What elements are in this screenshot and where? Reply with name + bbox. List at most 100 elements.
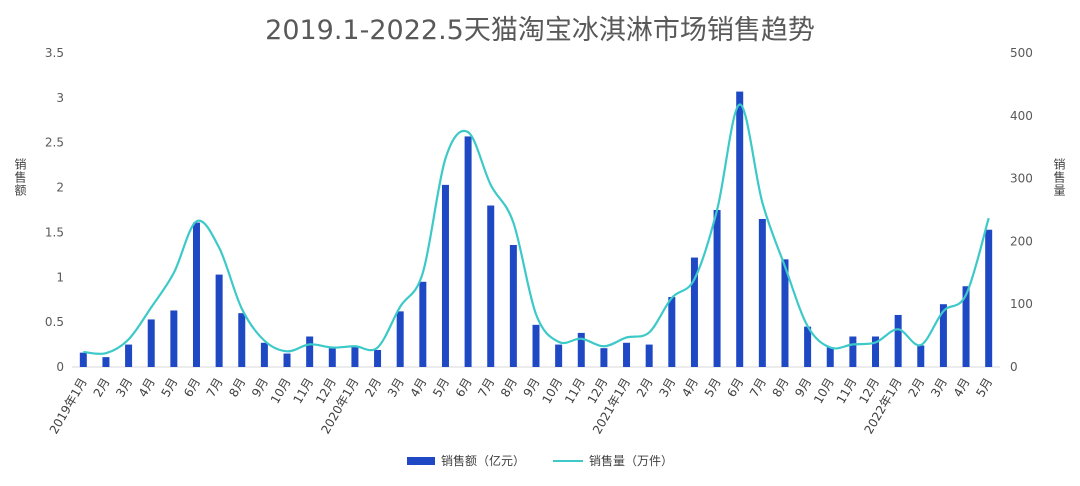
legend-label-sales-volume: 销售量（万件） [589,454,674,468]
x-tick-label: 2月 [91,376,113,400]
x-tick-label: 9月 [792,376,814,400]
bar [736,91,744,367]
x-tick-label: 6月 [181,376,203,400]
x-tick-label: 7月 [204,376,226,400]
bar [985,229,993,367]
bar [441,184,449,367]
right-tick-label: 400 [1010,109,1033,123]
x-tick-label: 11月 [834,376,860,407]
x-tick-label: 3月 [113,376,135,400]
left-tick-label: 1 [56,270,64,284]
bar [396,311,404,367]
series-line-sales-volume [83,103,990,355]
bar [713,210,721,367]
x-tick-label: 2019年1月 [47,376,90,437]
right-tick-label: 0 [1010,360,1018,374]
chart-title: 2019.1-2022.5天猫淘宝冰淇淋市场销售趋势 [265,15,815,46]
bar [623,342,631,367]
x-tick-label: 4月 [679,376,701,400]
x-tick-label: 5月 [159,376,181,400]
bar [804,326,812,367]
x-tick-label: 8月 [770,376,792,400]
bar [826,347,834,367]
x-tick-label: 4月 [951,376,973,400]
bar [872,336,880,367]
left-tick-label: 3.5 [45,46,64,60]
x-tick-label: 5月 [702,376,724,400]
x-tick-label: 3月 [385,376,407,400]
bar [939,304,947,367]
bar [328,348,336,367]
x-tick-label: 10月 [539,376,565,407]
legend-item-sales-volume: 销售量（万件） [553,452,673,469]
bar [894,314,902,367]
bar [192,222,200,367]
x-tick-label: 6月 [453,376,475,400]
bar [668,297,676,367]
bar [283,353,291,367]
x-tick-label: 11月 [562,376,588,407]
right-axis-title: 销售量 [1052,158,1066,197]
x-tick-label: 11月 [290,376,316,407]
bar [215,274,223,367]
bar [917,345,925,367]
x-tick-label: 9月 [521,376,543,400]
bar [79,352,87,367]
bar [351,346,359,367]
x-tick-label: 10月 [811,376,837,407]
bar [509,244,517,367]
bar [306,336,314,367]
x-tick-label: 8月 [498,376,520,400]
bar [555,344,563,367]
x-tick-label: 9月 [249,376,271,400]
left-tick-label: 0 [56,360,64,374]
x-tick-label: 4月 [407,376,429,400]
bar [781,259,789,367]
bar [464,136,472,367]
bar [849,336,857,367]
legend: 销售额（亿元） 销售量（万件） [0,452,1080,469]
x-tick-label: 2月 [634,376,656,400]
x-tick-label: 6月 [724,376,746,400]
legend-item-sales-amount: 销售额（亿元） [406,452,525,469]
x-tick-label: 7月 [747,376,769,400]
left-tick-label: 3 [56,91,64,105]
bar [238,313,246,367]
x-tick-label: 5月 [430,376,452,400]
bar [962,286,970,367]
left-tick-label: 2.5 [45,136,64,150]
legend-label-sales-amount: 销售额（亿元） [440,454,525,468]
left-axis-title: 销售额 [13,158,27,197]
right-tick-label: 100 [1010,297,1033,311]
left-tick-label: 2 [56,181,64,195]
x-tick-label: 7月 [475,375,497,399]
legend-line-swatch [553,459,583,462]
bar [600,348,608,367]
bar [577,332,585,367]
bar [147,319,155,367]
x-tick-label: 10月 [268,376,294,407]
legend-bar-swatch [406,456,435,465]
x-tick-label: 4月 [136,376,158,400]
left-tick-label: 1.5 [45,225,64,239]
bar [532,324,540,367]
x-tick-label: 3月 [928,376,950,400]
x-tick-label: 2月 [905,376,927,400]
x-tick-label: 8月 [226,376,248,400]
bar [260,342,268,367]
x-tick-label: 5月 [973,376,995,400]
bar [419,281,427,367]
bar [170,310,178,367]
bar [125,344,133,367]
bar [758,218,766,367]
right-tick-label: 500 [1010,46,1033,60]
bar [102,357,110,367]
bar [645,344,653,367]
x-tick-label: 3月 [656,376,678,400]
right-tick-label: 200 [1010,234,1033,248]
left-tick-label: 0.5 [45,315,64,329]
bar [487,205,495,367]
x-tick-label: 2月 [362,376,384,400]
